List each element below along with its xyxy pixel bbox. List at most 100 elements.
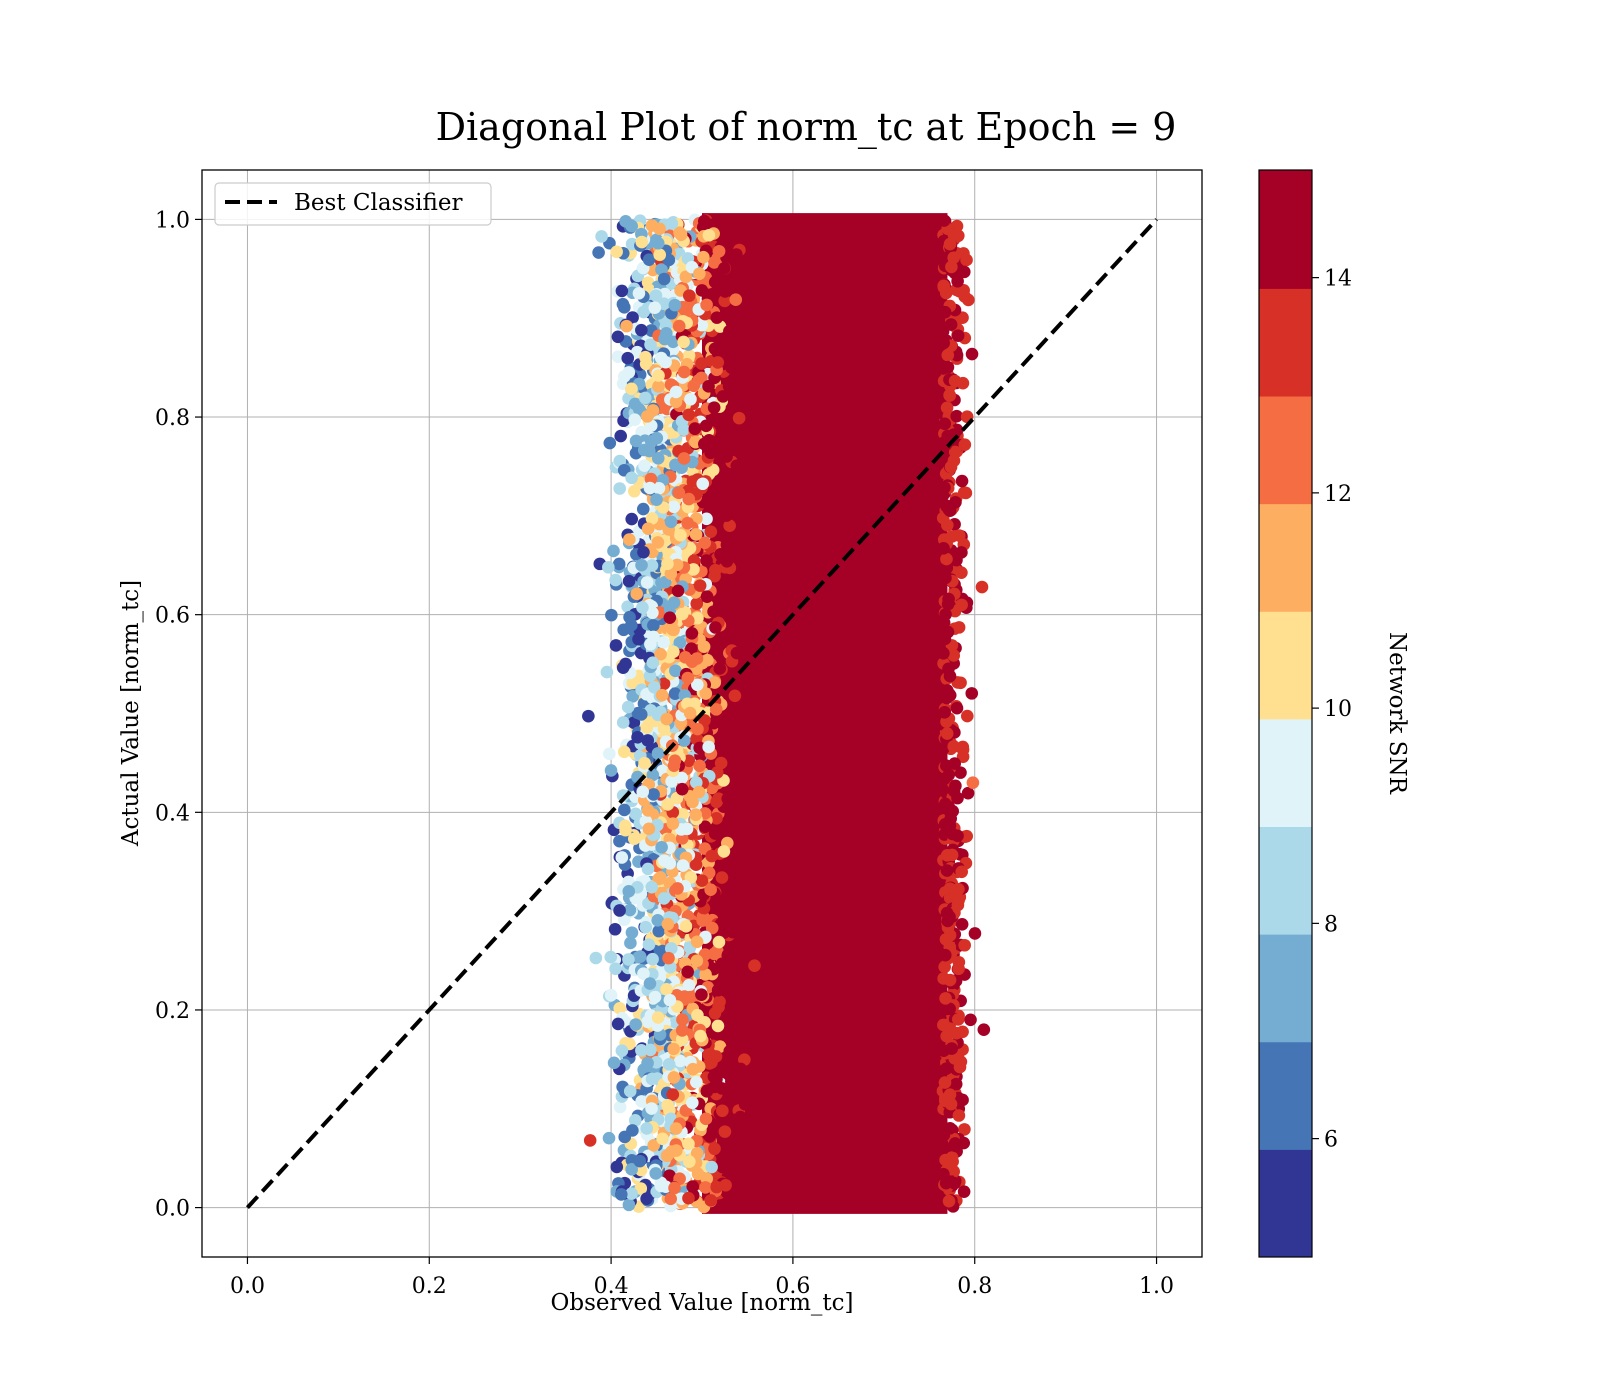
scatter-point — [957, 1185, 971, 1198]
scatter-point — [954, 766, 967, 779]
scatter-point — [682, 1191, 695, 1205]
scatter-point — [635, 1095, 648, 1108]
x-tick-label: 0.4 — [594, 1274, 629, 1299]
legend-box — [214, 182, 492, 226]
scatter-point — [728, 228, 741, 242]
colorbar-tick-label: 6 — [1324, 1128, 1338, 1153]
scatter-point — [948, 445, 962, 459]
scatter-point — [738, 815, 751, 828]
scatter-point — [658, 854, 671, 867]
scatter-point — [717, 845, 731, 858]
y-tick-label: 0.0 — [155, 1197, 190, 1222]
scatter-point — [675, 607, 689, 621]
scatter-point — [633, 950, 647, 963]
scatter-point — [652, 481, 666, 495]
scatter-point — [628, 413, 642, 426]
scatter-point — [668, 687, 682, 700]
scatter-point — [623, 1084, 637, 1098]
scatter-point — [668, 298, 682, 312]
scatter-point — [769, 520, 783, 534]
scatter-point — [611, 350, 625, 363]
scatter-point — [966, 776, 980, 789]
scatter-point — [695, 371, 708, 385]
colorbar-label: Network SNR — [1384, 632, 1410, 795]
scatter-point — [637, 546, 650, 559]
scatter-point — [645, 559, 659, 572]
scatter-point — [666, 1088, 680, 1101]
scatter-point — [725, 343, 738, 357]
scatter-point — [951, 1013, 965, 1026]
scatter-point — [626, 690, 640, 703]
scatter-point — [661, 1099, 674, 1112]
scatter-point — [732, 327, 746, 341]
scatter-point — [938, 305, 952, 319]
scatter-point — [938, 417, 952, 431]
scatter-point — [624, 618, 638, 632]
scatter-point — [625, 382, 638, 396]
scatter-point — [645, 1072, 659, 1086]
scatter-point — [636, 502, 650, 516]
scatter-point — [943, 237, 957, 251]
scatter-point — [690, 1075, 703, 1089]
scatter-point — [641, 734, 655, 747]
scatter-point — [664, 1192, 677, 1206]
scatter-point — [674, 528, 687, 542]
scatter-point — [654, 1179, 668, 1193]
scatter-point — [705, 849, 718, 863]
colorbar-tick-label: 12 — [1324, 482, 1352, 507]
scatter-point — [733, 737, 747, 751]
scatter-point — [707, 947, 721, 961]
scatter-point — [671, 584, 685, 598]
scatter-point — [940, 552, 953, 566]
scatter-point — [941, 348, 955, 362]
scatter-point — [945, 530, 959, 543]
scatter-point — [673, 1054, 687, 1068]
scatter-point — [737, 433, 751, 447]
scatter-point — [662, 951, 675, 965]
scatter-point — [715, 871, 729, 884]
scatter-point — [625, 1163, 638, 1176]
scatter-point — [611, 330, 625, 344]
scatter-point — [711, 983, 725, 997]
scatter-point — [955, 474, 969, 488]
scatter-point — [653, 248, 667, 262]
scatter-point — [656, 1132, 669, 1146]
scatter-point — [663, 611, 677, 624]
scatter-point — [607, 1056, 621, 1070]
scatter-point — [740, 530, 753, 544]
scatter-point — [675, 1024, 689, 1037]
scatter-point — [686, 795, 699, 809]
scatter-point — [950, 701, 964, 715]
scatter-point — [622, 1198, 636, 1212]
scatter-point — [718, 285, 732, 298]
scatter-point — [740, 1155, 754, 1169]
scatter-point — [681, 965, 694, 979]
scatter-point — [638, 391, 652, 405]
scatter-point — [723, 1044, 737, 1058]
scatter-point — [739, 868, 752, 882]
scatter-point — [641, 410, 654, 423]
chart-title: Diagonal Plot of norm_tc at Epoch = 9 — [436, 105, 1177, 150]
scatter-point — [943, 910, 956, 924]
scatter-point — [689, 808, 703, 822]
scatter-point — [600, 665, 614, 679]
scatter-point — [671, 882, 684, 895]
scatter-point — [713, 1040, 727, 1053]
scatter-point — [675, 771, 689, 785]
scatter-point — [661, 557, 674, 571]
scatter-point — [705, 921, 719, 935]
scatter-point — [612, 557, 626, 571]
scatter-point — [942, 1194, 956, 1208]
scatter-point — [696, 477, 710, 491]
scatter-point — [604, 988, 618, 1002]
scatter-point — [708, 1006, 722, 1020]
scatter-point — [702, 1048, 715, 1061]
scatter-point — [701, 653, 714, 667]
scatter-point — [710, 812, 723, 825]
scatter-point — [699, 687, 713, 700]
scatter-point — [665, 1145, 678, 1158]
scatter-point — [954, 676, 967, 690]
scatter-point — [625, 471, 638, 485]
scatter-point — [613, 904, 626, 917]
scatter-point — [947, 740, 961, 753]
